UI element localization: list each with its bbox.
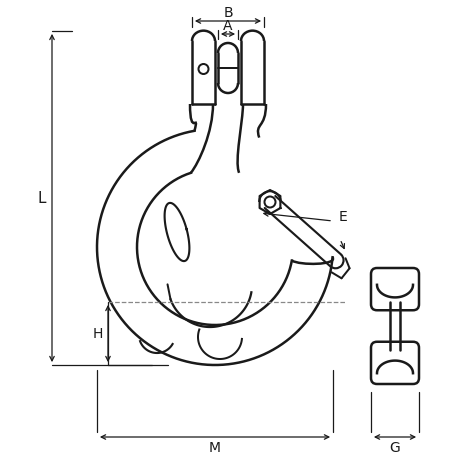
Text: H: H [93,327,103,341]
Text: E: E [338,210,347,224]
Text: L: L [38,191,46,206]
Text: A: A [223,19,232,33]
Text: B: B [223,6,232,20]
Text: M: M [208,440,220,454]
Text: G: G [389,440,399,454]
